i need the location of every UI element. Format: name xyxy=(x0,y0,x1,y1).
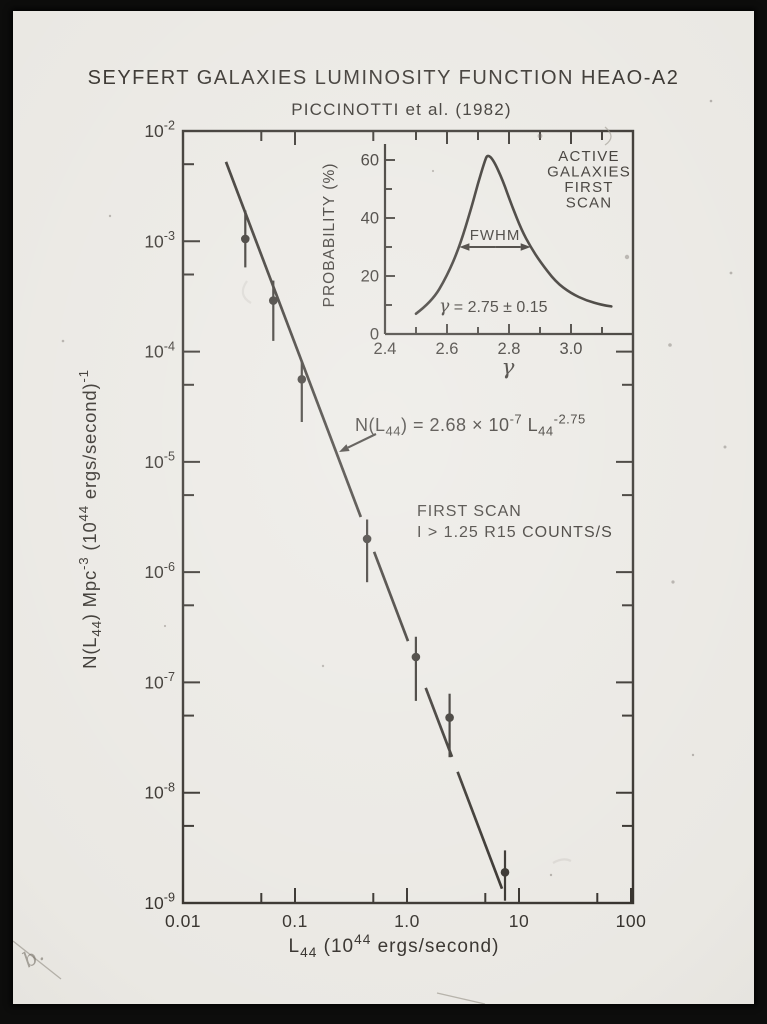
document-page: SEYFERT GALAXIES LUMINOSITY FUNCTION HEA… xyxy=(13,11,754,1004)
data-point xyxy=(362,534,372,544)
dust-speck xyxy=(624,254,630,260)
dust-speck xyxy=(729,271,733,275)
y-tick-label: 10-4 xyxy=(144,339,175,361)
probability-curve xyxy=(414,154,613,315)
dust-speck xyxy=(108,214,112,218)
inset-x-tick-label: 2.6 xyxy=(436,340,459,358)
inset-y-tick-label: 60 xyxy=(361,152,379,170)
inset-corner-text: GALAXIES xyxy=(547,164,631,181)
inset-corner-text: FIRST xyxy=(564,179,613,196)
fit-line xyxy=(224,161,504,890)
data-point xyxy=(445,713,454,722)
x-tick-label: 100 xyxy=(616,911,647,931)
dust-speck xyxy=(321,664,325,668)
x-tick-label: 10 xyxy=(509,911,529,931)
fit-line-segment xyxy=(456,771,504,890)
y-tick-label: 10-6 xyxy=(144,560,175,582)
y-tick-label: 10-5 xyxy=(144,450,175,472)
y-tick-label: 10-7 xyxy=(144,670,175,692)
dust-speck xyxy=(549,873,553,877)
inset-x-tick-label: 2.8 xyxy=(498,340,521,358)
data-point xyxy=(297,375,307,384)
inset-x-axis-label: γ xyxy=(502,355,515,380)
light-scratch-mark xyxy=(552,858,572,864)
x-tick-label: 0.1 xyxy=(282,911,308,931)
figure-title: SEYFERT GALAXIES LUMINOSITY FUNCTION HEA… xyxy=(87,67,680,89)
dust-speck xyxy=(671,580,675,584)
inset-corner-text: ACTIVE xyxy=(558,148,619,165)
dust-speck xyxy=(668,343,672,347)
data-point xyxy=(411,652,421,662)
fit-formula-label: N(L44) = 2.68 × 10-7 L44-2.75 xyxy=(355,411,586,438)
scratch-mark xyxy=(604,126,612,146)
scratch-mark xyxy=(13,940,62,980)
inset-y-axis-label: PROBABILITY (%) xyxy=(321,163,338,308)
inset-x-tick-label: 3.0 xyxy=(560,340,583,358)
dust-speck xyxy=(709,99,713,103)
scratch-mark xyxy=(436,992,486,1004)
counts-threshold-label: I > 1.25 R15 COUNTS/S xyxy=(417,524,613,541)
formula-arrow-head xyxy=(339,444,350,452)
x-axis-label: L44 (1044 ergs/second) xyxy=(289,932,500,960)
main-plot: 10-2 10-3 10-4 10-5 10-6 10-7 10-8 10-90.01 0.1 1… xyxy=(76,119,646,960)
data-point xyxy=(241,234,250,244)
x-tick-label: 1.0 xyxy=(394,911,420,931)
dust-speck xyxy=(691,753,695,757)
inset-y-tick-label: 0 xyxy=(370,326,379,344)
luminosity-function-chart: 10-2 10-3 10-4 10-5 10-6 10-7 10-8 10-90.01 0.1 1… xyxy=(13,99,733,1004)
fit-line-segment xyxy=(372,551,410,642)
y-tick-label: 10-9 xyxy=(144,891,175,913)
photo-artifacts xyxy=(13,99,733,1004)
dust-speck xyxy=(61,339,65,343)
plot-border xyxy=(181,129,635,905)
y-tick-label: 10-2 xyxy=(144,119,175,141)
dust-speck xyxy=(431,169,435,173)
dust-speck xyxy=(163,624,167,628)
fit-line-segment xyxy=(224,161,363,518)
inset-x-tick-label: 2.4 xyxy=(374,340,397,358)
data-points xyxy=(241,210,510,901)
x-tick-label: 0.01 xyxy=(165,911,201,931)
first-scan-label: FIRST SCAN xyxy=(417,503,522,520)
fit-line-segment xyxy=(424,687,454,758)
y-tick-label: 10-3 xyxy=(144,229,175,251)
inset-plot: 0 20 40 60 2.4 2.6 2.8 3.0 γ PROBABILITY (%) FWHM γ… xyxy=(321,144,633,380)
light-scratch-mark xyxy=(241,280,252,304)
y-axis-label: N(L44) Mpc-3 (1044 ergs/second)-1 xyxy=(76,369,104,669)
inset-corner-text: SCAN xyxy=(566,195,612,212)
inset-y-tick-label: 20 xyxy=(361,268,379,286)
data-point xyxy=(500,868,510,877)
y-tick-label: 10-8 xyxy=(144,780,175,802)
formula-arrow xyxy=(347,433,377,449)
fwhm-arrow-head xyxy=(520,243,531,251)
gamma-result-label: γ = 2.75 ± 0.15 xyxy=(439,297,548,317)
figure-subtitle: PICCINOTTI et al. (1982) xyxy=(291,100,512,119)
inset-y-tick-label: 40 xyxy=(361,210,379,228)
dust-speck xyxy=(537,133,543,139)
fwhm-label: FWHM xyxy=(470,227,521,244)
dust-speck xyxy=(723,445,727,449)
fwhm-arrow-head xyxy=(459,243,470,251)
data-point xyxy=(269,296,278,305)
